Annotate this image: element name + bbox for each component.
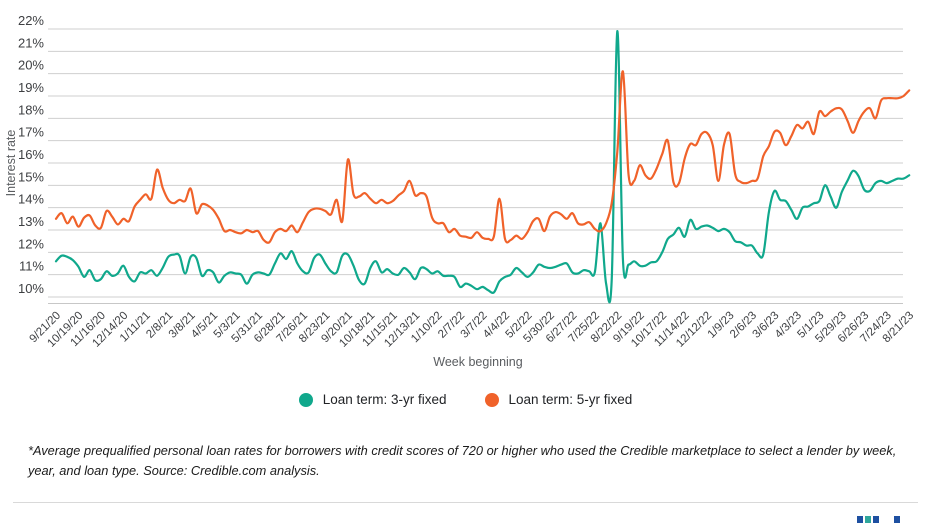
- y-tick-label: 11%: [19, 259, 44, 274]
- y-tick-label: 16%: [18, 147, 44, 162]
- y-tick-label: 14%: [18, 192, 44, 207]
- y-tick-label: 22%: [18, 13, 44, 28]
- y-tick-label: 19%: [18, 80, 44, 95]
- legend-label-5yr: Loan term: 5-yr fixed: [508, 392, 633, 407]
- legend-dot-5yr-icon: [484, 392, 499, 407]
- gridlines: [48, 28, 903, 304]
- logo-fragment: [857, 516, 902, 523]
- chart-legend: Loan term: 3-yr fixed Loan term: 5-yr fi…: [0, 392, 931, 407]
- series-lines: [54, 30, 911, 304]
- y-tick-label: 20%: [18, 58, 44, 73]
- y-tick-label: 12%: [18, 236, 44, 251]
- y-tick-label: 13%: [18, 214, 44, 229]
- y-tick-label: 15%: [18, 169, 44, 184]
- logo-bar-icon: [865, 516, 871, 523]
- x-axis-tick-labels: 9/21/2010/19/2011/16/2012/14/201/11/212/…: [28, 310, 917, 350]
- legend-item-3yr[interactable]: Loan term: 3-yr fixed: [298, 392, 447, 407]
- y-tick-label: 21%: [18, 35, 44, 50]
- x-axis-title: Week beginning: [433, 355, 522, 369]
- legend-dot-3yr-icon: [298, 392, 313, 407]
- y-tick-label: 10%: [18, 281, 44, 296]
- logo-bar-icon: [857, 516, 863, 523]
- rate-line-chart[interactable]: 22%21%20%19%18%17%16%15%14%13%12%11%10% …: [0, 0, 931, 380]
- legend-label-3yr: Loan term: 3-yr fixed: [322, 392, 447, 407]
- y-axis-tick-labels: 22% 21% 20% 19% 18% 17% 16% 15% 14% 13% 12% 11% 10%: [18, 13, 44, 296]
- series-line-3yr[interactable]: [54, 30, 911, 304]
- y-axis-title: Interest rate: [4, 130, 18, 197]
- logo-bar-icon: [894, 516, 900, 523]
- legend-item-5yr[interactable]: Loan term: 5-yr fixed: [484, 392, 633, 407]
- logo-bar-icon: [873, 516, 879, 523]
- bottom-divider: [13, 502, 918, 503]
- source-footnote: *Average prequalified personal loan rate…: [28, 443, 897, 479]
- y-tick-label: 18%: [18, 102, 44, 117]
- y-tick-label: 17%: [18, 125, 44, 140]
- series-line-5yr[interactable]: [54, 70, 911, 244]
